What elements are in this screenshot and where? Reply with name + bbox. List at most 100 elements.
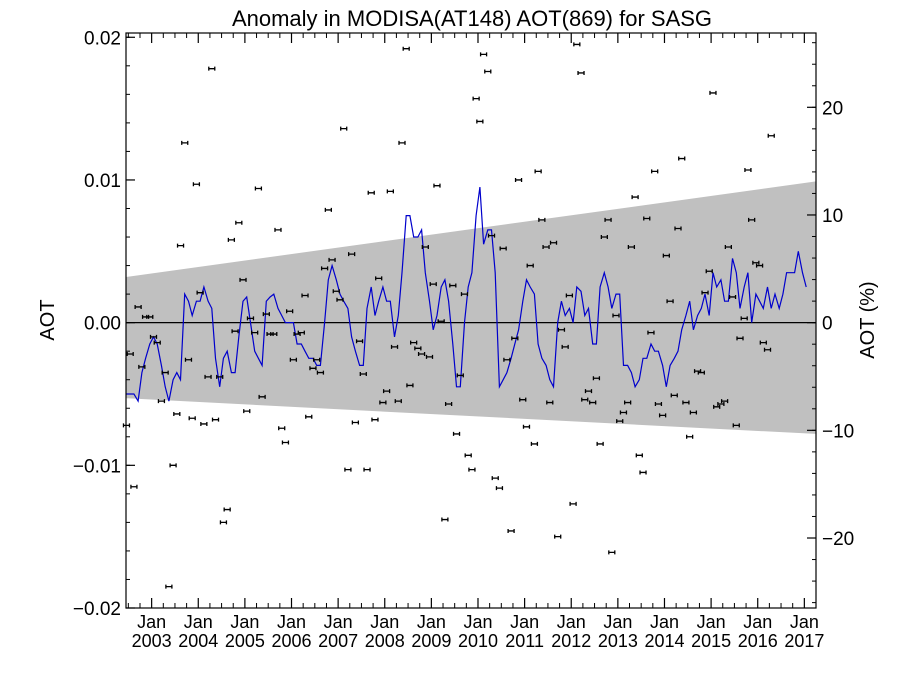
- data-point: [449, 283, 457, 288]
- data-point: [246, 316, 255, 321]
- data-point: [258, 394, 266, 399]
- data-point: [503, 357, 511, 362]
- data-point: [351, 420, 360, 425]
- data-point: [126, 352, 134, 357]
- data-point: [157, 399, 166, 404]
- data-point: [130, 484, 138, 489]
- y-tick-label: −0.02: [73, 599, 121, 620]
- data-point: [231, 329, 239, 334]
- data-point: [173, 411, 181, 416]
- data-point: [484, 69, 492, 74]
- data-point: [728, 294, 737, 299]
- data-point: [274, 227, 282, 232]
- data-point: [755, 263, 764, 268]
- y-tick-label: 0.00: [84, 314, 121, 335]
- data-point: [359, 372, 367, 377]
- data-point: [491, 476, 499, 481]
- data-point: [278, 426, 286, 431]
- data-point: [619, 410, 628, 415]
- axes-layer: −0.02−0.010.000.010.02−20−1001020Jan2003…: [73, 28, 854, 651]
- data-point: [514, 177, 523, 182]
- confidence-band: [126, 181, 816, 434]
- smoothed-series-line: [126, 187, 807, 403]
- data-point: [355, 339, 364, 344]
- x-tick-month-label: Jan: [417, 612, 446, 632]
- data-point: [546, 400, 554, 405]
- data-point: [499, 246, 507, 251]
- data-point: [507, 528, 515, 533]
- data-point: [557, 327, 566, 332]
- data-point: [394, 399, 402, 404]
- x-tick-year-label: 2007: [318, 631, 358, 651]
- x-tick-month-label: Jan: [790, 612, 819, 632]
- smoothed-series-layer: [126, 187, 807, 403]
- data-point: [744, 167, 752, 172]
- data-point: [270, 332, 278, 337]
- data-point: [285, 309, 294, 314]
- data-point: [717, 401, 725, 406]
- data-point: [600, 235, 608, 240]
- data-point: [406, 383, 414, 388]
- data-point: [134, 304, 142, 309]
- data-point: [289, 357, 298, 362]
- data-point: [460, 292, 469, 297]
- data-point: [538, 217, 546, 222]
- data-point: [666, 299, 674, 304]
- data-point: [340, 126, 348, 131]
- data-point: [402, 46, 410, 51]
- y-tick-label: 0.02: [84, 28, 121, 49]
- y-tick-label: −0.01: [73, 456, 121, 477]
- data-point: [554, 534, 562, 539]
- data-point: [437, 319, 445, 324]
- data-point: [647, 330, 655, 335]
- data-point: [565, 293, 574, 298]
- y-axis-label: AOT: [37, 299, 59, 340]
- y2-axis-label: AOT (%): [857, 281, 879, 358]
- data-point: [169, 463, 177, 468]
- data-point: [736, 336, 744, 341]
- data-point: [534, 169, 542, 174]
- data-point: [697, 370, 705, 375]
- y2-tick-label: −10: [822, 421, 854, 442]
- data-point: [519, 397, 527, 402]
- data-point: [479, 52, 488, 57]
- x-tick-year-label: 2005: [225, 631, 265, 651]
- data-point: [425, 354, 434, 359]
- data-point: [414, 346, 422, 351]
- data-point: [713, 404, 721, 409]
- data-point: [689, 410, 698, 415]
- data-point: [347, 252, 356, 257]
- data-point: [320, 266, 329, 271]
- data-point: [569, 501, 577, 506]
- data-point: [176, 243, 185, 248]
- data-point: [316, 370, 325, 375]
- data-point: [701, 290, 709, 295]
- data-point: [468, 467, 476, 472]
- data-point: [417, 352, 426, 357]
- data-point: [589, 400, 597, 405]
- data-point: [200, 421, 208, 426]
- data-point: [181, 140, 189, 145]
- data-point: [581, 397, 589, 402]
- data-point: [686, 434, 694, 439]
- data-point: [429, 282, 437, 287]
- x-tick-month-label: Jan: [697, 612, 726, 632]
- data-point: [608, 550, 616, 555]
- x-tick-year-label: 2009: [411, 631, 451, 651]
- data-point: [336, 297, 344, 302]
- data-point: [682, 400, 690, 405]
- data-point: [643, 216, 651, 221]
- data-point: [332, 289, 340, 294]
- data-point: [767, 133, 775, 138]
- data-point: [313, 357, 321, 362]
- data-point: [410, 340, 418, 345]
- data-point: [732, 423, 740, 428]
- data-point: [542, 245, 550, 250]
- data-point: [281, 440, 290, 445]
- data-point: [367, 190, 375, 195]
- data-point: [573, 42, 581, 47]
- data-point: [627, 245, 636, 250]
- x-tick-year-label: 2004: [178, 631, 218, 651]
- data-point: [763, 347, 772, 352]
- x-tick-year-label: 2017: [784, 631, 824, 651]
